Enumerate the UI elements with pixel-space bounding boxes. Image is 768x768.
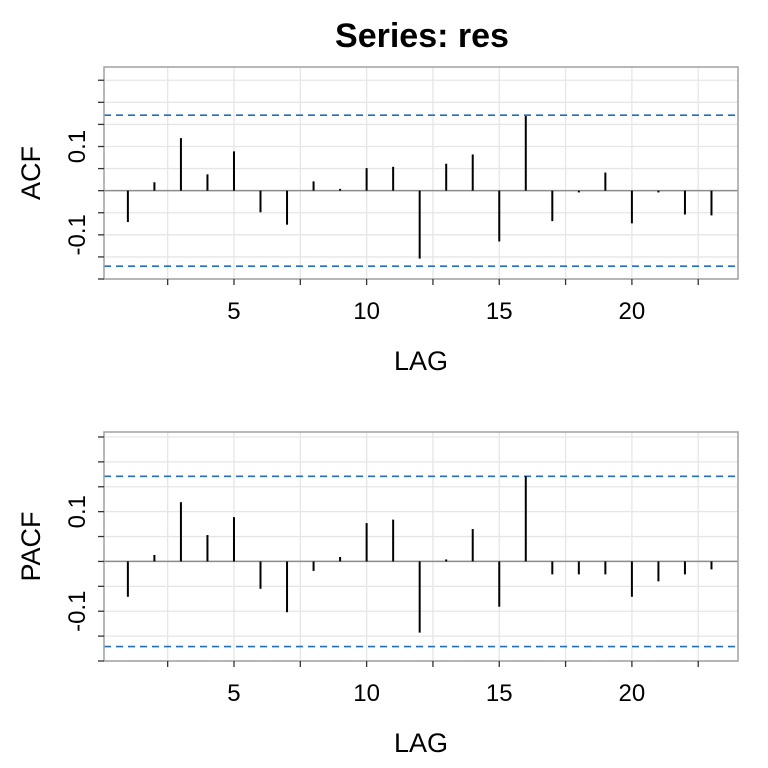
pacf-panel: 5 10 15 20 0.1 -0.1 LAG PACF bbox=[16, 431, 739, 758]
x-tick-label: 15 bbox=[486, 680, 513, 707]
y-tick-label: 0.1 bbox=[64, 130, 91, 163]
plot-area bbox=[104, 432, 738, 661]
x-tick-label: 20 bbox=[619, 680, 646, 707]
plot-frame bbox=[103, 431, 739, 662]
y-tick-label: -0.1 bbox=[64, 591, 91, 632]
x-tick-label: 10 bbox=[353, 298, 380, 325]
x-tick-label: 15 bbox=[486, 298, 513, 325]
chart-title: Series: res bbox=[335, 17, 509, 55]
y-tick-label: 0.1 bbox=[64, 495, 91, 528]
x-tick-label: 20 bbox=[619, 298, 646, 325]
y-axis-label: ACF bbox=[16, 146, 46, 200]
plot-frame bbox=[103, 66, 739, 280]
x-axis-label: LAG bbox=[394, 728, 448, 758]
acf-panel: 5 10 15 20 0.1 -0.1 LAG ACF bbox=[16, 66, 739, 376]
x-tick-label: 5 bbox=[227, 680, 240, 707]
plot-area bbox=[104, 67, 738, 279]
y-axis-label: PACF bbox=[16, 511, 46, 581]
x-tick-label: 10 bbox=[353, 680, 380, 707]
y-tick-label: -0.1 bbox=[64, 214, 91, 255]
x-tick-label: 5 bbox=[227, 298, 240, 325]
x-axis-label: LAG bbox=[394, 346, 448, 376]
